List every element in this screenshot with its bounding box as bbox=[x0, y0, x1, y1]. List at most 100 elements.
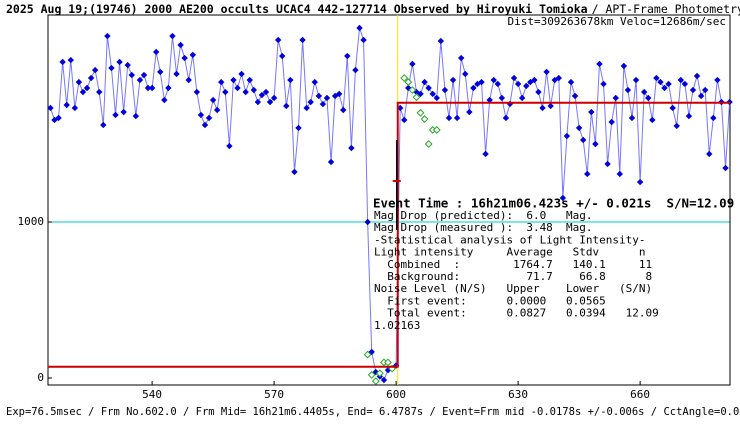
data-point bbox=[327, 158, 335, 166]
x-tick-label: 540 bbox=[142, 388, 162, 401]
data-point bbox=[116, 58, 123, 66]
data-point bbox=[311, 78, 318, 86]
subtitle2: Dist=309263678km Veloc=12686m/sec bbox=[507, 15, 726, 28]
data-point bbox=[291, 168, 298, 176]
data-point bbox=[433, 94, 440, 102]
data-point bbox=[55, 114, 62, 122]
data-point bbox=[104, 32, 111, 40]
data-point bbox=[453, 114, 461, 122]
x-tick-label: 600 bbox=[386, 388, 406, 401]
data-point bbox=[218, 78, 225, 86]
data-point bbox=[502, 114, 510, 122]
data-point bbox=[693, 72, 701, 80]
data-point bbox=[417, 90, 424, 98]
data-point bbox=[360, 36, 367, 44]
data-point bbox=[136, 76, 144, 84]
data-point bbox=[91, 66, 99, 74]
data-point bbox=[173, 70, 180, 78]
annotation: 1.02163 bbox=[374, 319, 420, 332]
data-point bbox=[79, 88, 87, 96]
data-point bbox=[653, 74, 660, 82]
data-point bbox=[669, 104, 676, 112]
data-point bbox=[279, 52, 286, 60]
data-point bbox=[409, 60, 416, 68]
data-point bbox=[432, 126, 441, 134]
data-point bbox=[478, 78, 485, 86]
data-point bbox=[83, 84, 91, 92]
data-point bbox=[96, 88, 103, 96]
data-point bbox=[579, 136, 587, 144]
data-point bbox=[222, 88, 229, 96]
data-point bbox=[490, 76, 497, 84]
data-point bbox=[441, 86, 449, 94]
data-point bbox=[494, 80, 501, 88]
data-point bbox=[697, 92, 705, 100]
data-point bbox=[673, 122, 680, 130]
data-point bbox=[71, 104, 79, 112]
data-point bbox=[661, 84, 668, 92]
data-point bbox=[616, 170, 623, 178]
x-tick-label: 630 bbox=[508, 388, 528, 401]
data-point bbox=[132, 112, 140, 120]
data-point bbox=[706, 150, 713, 158]
data-point bbox=[559, 194, 567, 202]
data-point bbox=[197, 111, 205, 119]
data-point bbox=[152, 48, 160, 56]
data-point bbox=[340, 106, 347, 114]
data-point bbox=[600, 80, 607, 88]
data-point bbox=[384, 358, 392, 367]
data-point bbox=[408, 86, 417, 94]
annotation: First event: 0.0000 0.0565 bbox=[374, 294, 606, 307]
data-point bbox=[165, 84, 172, 92]
data-point bbox=[140, 71, 148, 79]
data-point bbox=[518, 94, 526, 102]
data-point bbox=[701, 86, 709, 94]
data-point bbox=[685, 112, 693, 120]
data-point bbox=[335, 90, 343, 98]
data-point bbox=[67, 56, 74, 64]
data-point bbox=[571, 92, 579, 100]
data-point bbox=[380, 376, 388, 384]
data-point bbox=[645, 94, 652, 102]
data-point bbox=[185, 76, 192, 84]
data-point bbox=[124, 61, 131, 69]
data-point bbox=[363, 350, 372, 359]
data-point bbox=[148, 84, 156, 92]
data-point bbox=[250, 86, 257, 94]
annotation: Mag Drop (measured ): 3.48 Mag. bbox=[374, 221, 593, 234]
data-point bbox=[466, 108, 473, 116]
data-point bbox=[681, 80, 689, 88]
data-point bbox=[226, 142, 233, 150]
data-point bbox=[636, 178, 644, 186]
data-point bbox=[498, 94, 506, 102]
data-point bbox=[242, 88, 249, 96]
chart-title: 2025 Aug 19;(19746) 2000 AE200 occults U… bbox=[6, 2, 740, 16]
fit-step bbox=[48, 101, 730, 368]
data-point bbox=[620, 62, 628, 70]
data-point bbox=[213, 106, 221, 114]
data-point bbox=[274, 36, 282, 44]
data-point bbox=[112, 111, 119, 119]
data-point bbox=[416, 108, 425, 117]
data-point bbox=[722, 164, 729, 172]
annotation: Background: 71.7 66.8 8 bbox=[374, 270, 652, 283]
data-point bbox=[420, 115, 429, 123]
data-point bbox=[108, 64, 115, 72]
data-point bbox=[596, 60, 603, 68]
data-point bbox=[689, 86, 697, 94]
data-point bbox=[128, 71, 135, 79]
data-point bbox=[575, 124, 583, 132]
y-tick-label: 0 bbox=[37, 371, 44, 384]
data-point bbox=[531, 76, 538, 84]
data-point bbox=[555, 74, 562, 82]
data-point bbox=[457, 54, 465, 62]
data-point bbox=[588, 108, 595, 116]
data-point bbox=[352, 66, 359, 74]
data-point bbox=[209, 96, 217, 104]
data-point bbox=[75, 78, 83, 86]
data-point bbox=[161, 96, 168, 104]
data-point bbox=[47, 104, 54, 112]
data-point bbox=[628, 114, 636, 122]
data-point bbox=[323, 94, 331, 102]
data-point bbox=[375, 369, 384, 378]
